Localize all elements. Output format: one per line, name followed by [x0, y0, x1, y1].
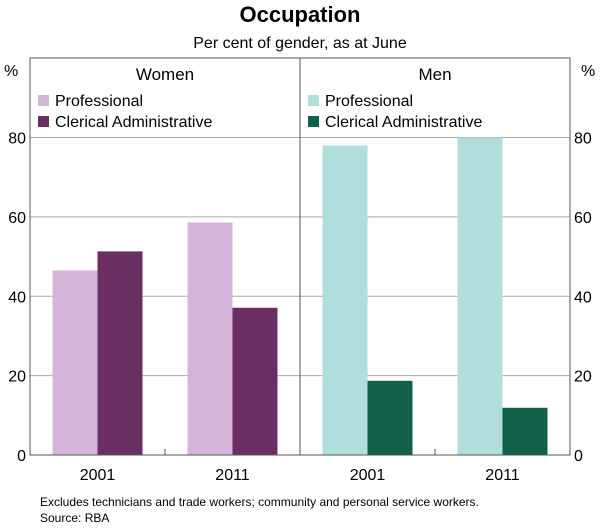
- y-tick-left: 40: [8, 289, 26, 306]
- bar-men-2011-0: [457, 137, 503, 455]
- legend-label: Professional: [325, 93, 413, 110]
- bar-women-2011-1: [232, 307, 278, 455]
- y-tick-right: 20: [574, 369, 592, 386]
- notes: Excludes technicians and trade workers; …: [40, 495, 479, 509]
- x-tick-label: 2001: [350, 467, 386, 484]
- y-tick-left: 60: [8, 210, 26, 227]
- legend-label: Clerical Administrative: [325, 114, 482, 131]
- legend-swatch: [38, 95, 49, 106]
- bar-women-2001-1: [97, 251, 143, 455]
- legend-label: Professional: [55, 93, 143, 110]
- y-unit-right: %: [581, 63, 595, 80]
- legend-swatch: [308, 116, 319, 127]
- x-tick-label: 2001: [80, 467, 116, 484]
- legend-label: Clerical Administrative: [55, 114, 212, 131]
- y-tick-right: 40: [574, 289, 592, 306]
- y-unit-left: %: [4, 63, 18, 80]
- bar-women-2001-0: [52, 270, 98, 455]
- source: Source: RBA: [40, 511, 109, 525]
- y-tick-right: 60: [574, 210, 592, 227]
- panel-title: Men: [418, 65, 451, 84]
- x-tick-label: 2011: [485, 467, 520, 484]
- legend-swatch: [308, 95, 319, 106]
- bar-men-2001-0: [322, 145, 368, 455]
- bar-men-2011-1: [502, 407, 548, 455]
- y-tick-right: 80: [574, 131, 592, 148]
- chart-title: Occupation: [239, 2, 360, 27]
- y-tick-left: 80: [8, 131, 26, 148]
- y-tick-left: 20: [8, 369, 26, 386]
- chart-subtitle: Per cent of gender, as at June: [193, 35, 407, 52]
- bar-men-2001-1: [367, 380, 413, 455]
- panel-title: Women: [136, 65, 194, 84]
- y-tick-right: 0: [574, 448, 583, 465]
- bar-women-2011-0: [187, 222, 233, 455]
- legend-swatch: [38, 116, 49, 127]
- y-tick-left: 0: [17, 448, 26, 465]
- x-tick-label: 2011: [215, 467, 250, 484]
